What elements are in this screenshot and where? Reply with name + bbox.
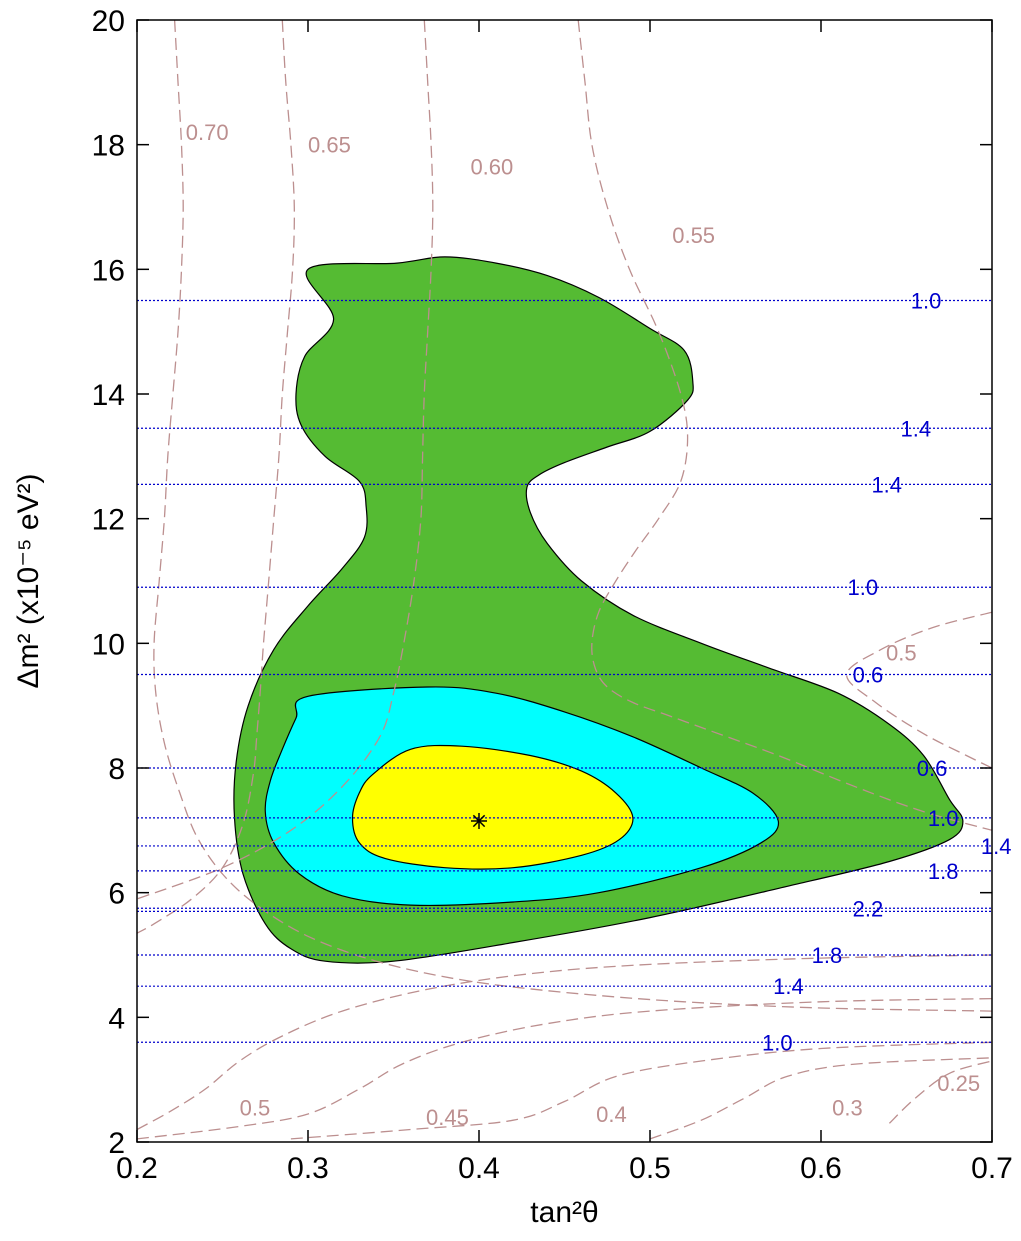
best-fit-marker-stroke <box>472 814 486 828</box>
day-night-label: 1.0 <box>848 575 879 600</box>
x-tick-label: 0.3 <box>287 1152 329 1185</box>
day-night-label: 1.4 <box>981 834 1012 859</box>
y-tick-label: 18 <box>92 130 125 163</box>
region-inner-contour <box>351 744 634 870</box>
y-tick-label: 20 <box>92 5 125 38</box>
iso-ratio-line <box>153 20 992 1012</box>
plot-frame <box>136 19 993 1143</box>
x-axis-title: tan²θ <box>530 1196 598 1229</box>
iso-ratio-line <box>137 20 434 900</box>
day-night-label: 1.0 <box>762 1030 793 1055</box>
iso-ratio-label: 0.55 <box>672 223 715 248</box>
day-night-label: 0.6 <box>853 663 884 688</box>
best-fit-marker <box>471 812 487 829</box>
x-tick-label: 0.6 <box>800 1152 842 1185</box>
x-tick-label: 0.5 <box>629 1152 671 1185</box>
iso-ratio-line <box>649 1057 992 1140</box>
iso-ratio-line <box>888 1060 992 1124</box>
iso-ratio-label: 0.70 <box>186 120 229 145</box>
y-tick-label: 8 <box>108 753 125 786</box>
day-night-label: 2.2 <box>853 896 884 921</box>
y-tick-label: 6 <box>108 878 125 911</box>
iso-ratio-line <box>137 954 992 1131</box>
y-tick-label: 16 <box>92 254 125 287</box>
y-tick-label: 12 <box>92 504 125 537</box>
y-tick-label: 14 <box>92 379 125 412</box>
iso-ratio-label: 0.5 <box>240 1096 271 1121</box>
iso-ratio-label: 0.65 <box>308 133 351 158</box>
iso-ratio-label: 0.60 <box>470 154 513 179</box>
day-night-label: 1.8 <box>812 943 843 968</box>
day-night-label: 1.8 <box>928 859 959 884</box>
y-axis-title-text: Δm² (x10⁻⁵ eV²) <box>12 474 45 689</box>
iso-ratio-label: 0.45 <box>426 1105 469 1130</box>
x-tick-label: 0.2 <box>116 1152 158 1185</box>
allowed-regions <box>233 256 964 964</box>
best-fit-marker-group <box>471 812 487 829</box>
day-night-asymmetry-lines: 1.0 1.4 1.4 1.0 0.6 0.6 1.0 1.4 1.8 2.2 1.8 1.4 1.0 <box>137 289 1012 1055</box>
day-night-label: 1.0 <box>911 289 942 314</box>
day-night-label: 1.4 <box>773 974 804 999</box>
x-tick-label: 0.7 <box>971 1152 1013 1185</box>
iso-ratio-label: 0.3 <box>832 1096 863 1121</box>
y-tick-label: 4 <box>108 1002 125 1035</box>
day-night-label: 1.0 <box>928 806 959 831</box>
y-axis-title: Δm² (x10⁻⁵ eV²) <box>12 474 45 689</box>
iso-ratio-line <box>137 997 992 1140</box>
iso-ratio-label: 0.5 <box>886 641 917 666</box>
iso-ratio-label: 0.4 <box>596 1102 627 1127</box>
day-night-label: 1.4 <box>901 416 932 441</box>
y-tick-label: 10 <box>92 628 125 661</box>
iso-ratio-contours <box>137 20 992 1140</box>
y-tick-label: 2 <box>108 1127 125 1160</box>
day-night-label: 1.4 <box>871 472 902 497</box>
day-night-label: 0.6 <box>917 756 948 781</box>
x-tick-label: 0.4 <box>458 1152 500 1185</box>
x-axis-title-text: tan²θ <box>530 1196 598 1229</box>
iso-ratio-line <box>577 20 992 831</box>
iso-ratio-label: 0.25 <box>937 1071 980 1096</box>
iso-ratio-line <box>290 1041 992 1140</box>
